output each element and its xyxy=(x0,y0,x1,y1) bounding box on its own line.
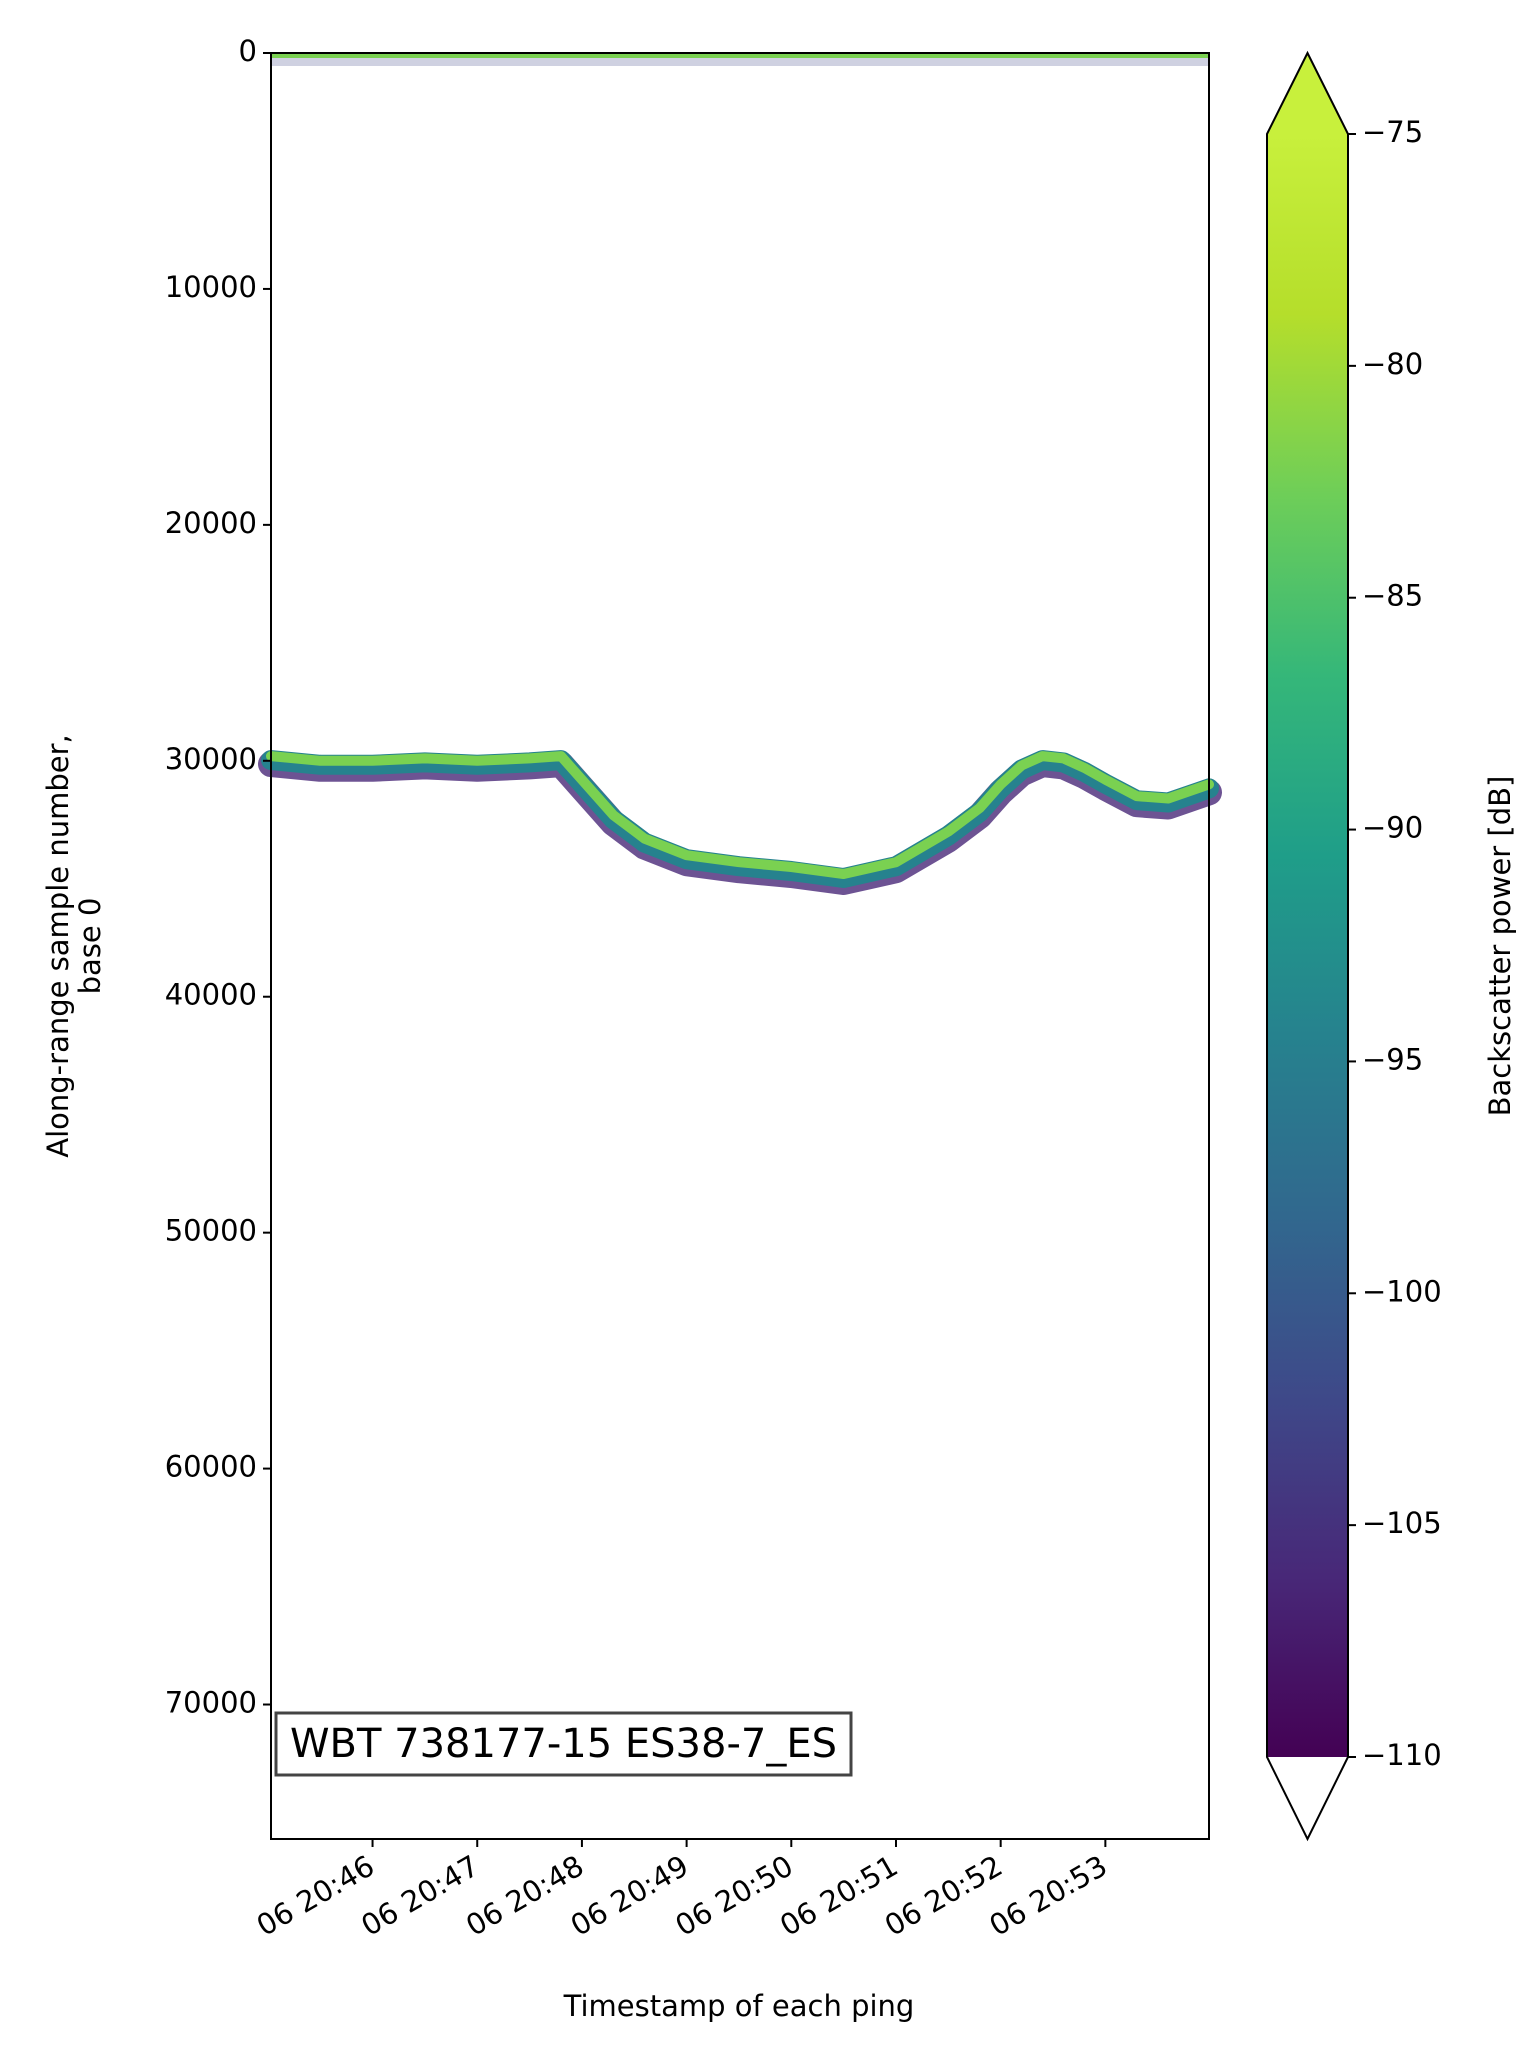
x-tick-label: 06 20:53 xyxy=(984,1849,1113,1943)
colorbar xyxy=(1267,134,1348,1757)
colorbar-tick-label: −110 xyxy=(1362,1738,1442,1772)
x-tick-label: 06 20:50 xyxy=(669,1849,798,1943)
y-tick-label: 20000 xyxy=(165,506,257,540)
y-axis-label: Along-range sample number, base 0 xyxy=(41,734,107,1158)
x-tick-label: 06 20:47 xyxy=(355,1849,484,1943)
colorbar-over xyxy=(1267,53,1348,134)
colorbar-tick-label: −95 xyxy=(1362,1042,1423,1076)
surface-noise xyxy=(271,58,1209,66)
plot-frame xyxy=(270,52,1210,1840)
annotation: WBT 738177-15 ES38-7_ES xyxy=(290,1721,837,1767)
x-axis-label: Timestamp of each ping xyxy=(563,1989,915,2023)
x-tick-label: 06 20:52 xyxy=(879,1849,1008,1943)
y-axis-label-line: base 0 xyxy=(73,898,107,995)
annotation-box xyxy=(274,1711,853,1777)
colorbar-tick-label: −100 xyxy=(1362,1274,1442,1308)
colorbar-label: Backscatter power [dB] xyxy=(1483,776,1517,1117)
y-tick-label: 50000 xyxy=(165,1214,257,1248)
bottom-echo xyxy=(266,751,1214,879)
colorbar-tick-label: −75 xyxy=(1362,115,1423,149)
x-tick-label: 06 20:46 xyxy=(251,1849,380,1943)
y-tick-label: 30000 xyxy=(165,742,257,776)
colorbar-tick-label: −80 xyxy=(1362,347,1423,381)
colorbar-tick-label: −90 xyxy=(1362,811,1423,845)
x-tick-label: 06 20:48 xyxy=(460,1849,589,1943)
y-axis-label-line: Along-range sample number, xyxy=(41,734,75,1158)
y-tick-label: 60000 xyxy=(165,1450,257,1484)
y-tick-label: 10000 xyxy=(165,270,257,304)
surface-echo xyxy=(271,53,1209,58)
colorbar-under xyxy=(1267,1757,1348,1839)
colorbar-tick-label: −85 xyxy=(1362,579,1423,613)
y-tick-label: 40000 xyxy=(165,978,257,1012)
x-tick-label: 06 20:51 xyxy=(774,1849,903,1943)
y-tick-label: 0 xyxy=(239,34,257,68)
colorbar-tick-label: −105 xyxy=(1362,1506,1442,1540)
x-tick-label: 06 20:49 xyxy=(565,1849,694,1943)
y-tick-label: 70000 xyxy=(165,1686,257,1720)
